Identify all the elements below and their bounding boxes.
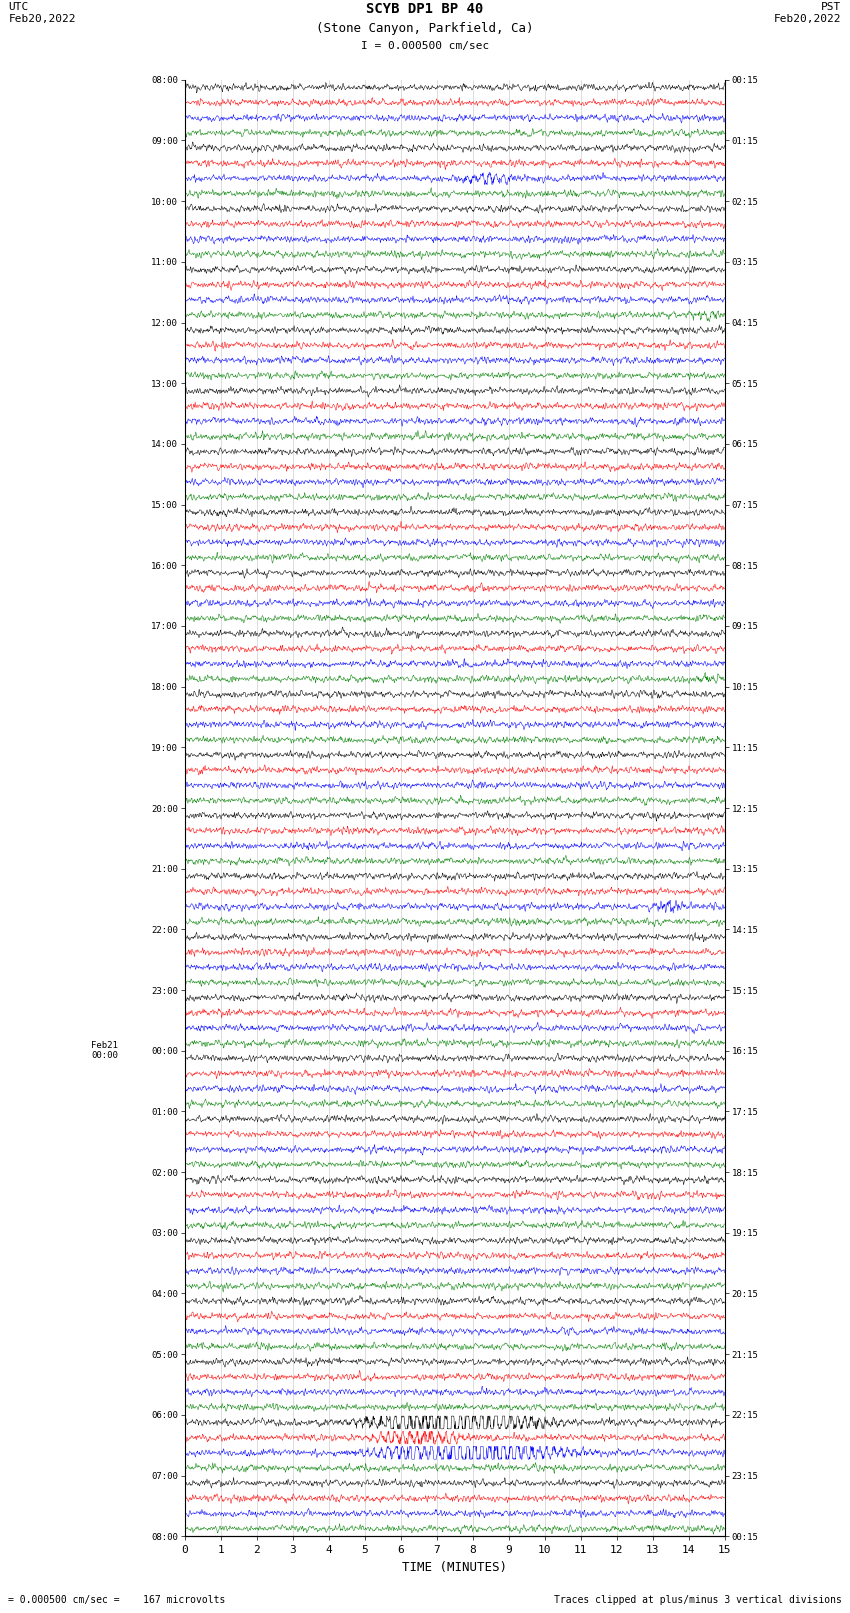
Text: Traces clipped at plus/minus 3 vertical divisions: Traces clipped at plus/minus 3 vertical … (553, 1595, 842, 1605)
Text: SCYB DP1 BP 40: SCYB DP1 BP 40 (366, 3, 484, 16)
Text: PST
Feb20,2022: PST Feb20,2022 (774, 3, 842, 24)
Text: I = 0.000500 cm/sec: I = 0.000500 cm/sec (361, 40, 489, 52)
Text: Feb21
00:00: Feb21 00:00 (92, 1040, 118, 1060)
Text: UTC
Feb20,2022: UTC Feb20,2022 (8, 3, 76, 24)
Text: = 0.000500 cm/sec =    167 microvolts: = 0.000500 cm/sec = 167 microvolts (8, 1595, 226, 1605)
X-axis label: TIME (MINUTES): TIME (MINUTES) (402, 1561, 507, 1574)
Text: (Stone Canyon, Parkfield, Ca): (Stone Canyon, Parkfield, Ca) (316, 23, 534, 35)
